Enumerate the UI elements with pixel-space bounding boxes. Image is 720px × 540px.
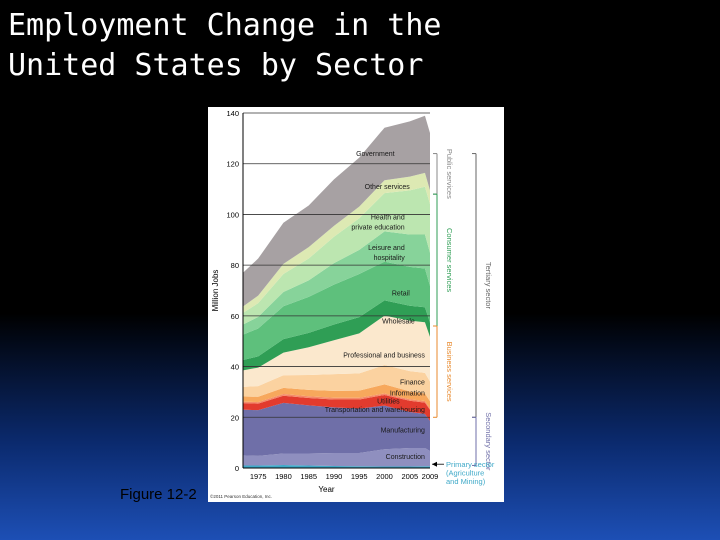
x-tick-label: 1980 (275, 472, 292, 481)
series-label: Government (356, 151, 395, 158)
bracket-label: Secondary sector (484, 412, 493, 471)
x-tick-label: 1990 (326, 472, 343, 481)
series-label: Professional and business (343, 353, 425, 360)
x-axis-label: Year (318, 485, 335, 494)
chart-figure: 0 20 40 60 80 100 120 140 1975 1980 1985 1990 1995 20… (208, 107, 504, 502)
series-label: Health and (371, 215, 405, 222)
series-label: Transportation and warehousing (325, 407, 425, 414)
y-tick-label: 120 (226, 160, 239, 169)
x-tick-label: 2000 (376, 472, 393, 481)
series-area-9 (243, 261, 430, 360)
series-area-3 (243, 394, 430, 421)
series-label: Other services (365, 184, 411, 191)
y-tick-label: 0 (235, 464, 239, 473)
series-label: Construction (386, 454, 425, 461)
y-tick-label: 40 (231, 363, 239, 372)
x-tick-label: 1975 (250, 472, 267, 481)
bracket-label: Tertiary sector (484, 262, 493, 310)
primary-sector-label: and Mining) (446, 477, 486, 486)
series-label: Finance (400, 379, 425, 386)
y-tick-label: 100 (226, 210, 239, 219)
bracket-label: Consumer services (445, 228, 454, 292)
bracket-label: Public services (445, 149, 454, 199)
slide-title: Employment Change in the United States b… (8, 8, 442, 83)
series-area-2 (243, 402, 430, 456)
primary-arrow-head (432, 461, 437, 467)
series-label: Information (390, 391, 425, 398)
y-axis-label: Million Jobs (211, 270, 220, 312)
series-label: Manufacturing (381, 428, 425, 435)
series-label: Utilities (377, 398, 400, 405)
series-label: Retail (392, 291, 410, 298)
figure-caption: Figure 12-2 (120, 486, 197, 503)
y-tick-label: 80 (231, 261, 239, 270)
series-area-0 (243, 464, 430, 468)
series-area-6 (243, 365, 430, 402)
series-area-12 (243, 172, 430, 313)
series-area-8 (243, 300, 430, 371)
y-tick-label: 60 (231, 312, 239, 321)
x-tick-label: 1985 (300, 472, 317, 481)
credit-text: ©2011 Pearson Education, Inc. (210, 493, 272, 499)
series-label: Wholesale (382, 318, 415, 325)
series-label: Leisure and (368, 245, 405, 252)
series-label: private education (351, 225, 404, 232)
series-label: hospitality (374, 255, 406, 262)
y-tick-label: 20 (231, 413, 239, 422)
series-area-1 (243, 447, 430, 467)
x-tick-label: 1995 (351, 472, 368, 481)
series-area-5 (243, 384, 430, 409)
x-tick-label: 2005 (401, 472, 418, 481)
primary-sector-label: Primary sector (446, 460, 495, 469)
bracket-label: Business services (445, 342, 454, 402)
primary-sector-label: (Agriculture (446, 469, 484, 478)
series-area-11 (243, 186, 430, 325)
x-tick-label: 2009 (422, 472, 439, 481)
series-area-10 (243, 231, 430, 335)
series-area-7 (243, 315, 430, 387)
y-tick-label: 140 (226, 109, 239, 118)
area-chart: 0 20 40 60 80 100 120 140 1975 1980 1985 1990 1995 20… (210, 109, 495, 499)
